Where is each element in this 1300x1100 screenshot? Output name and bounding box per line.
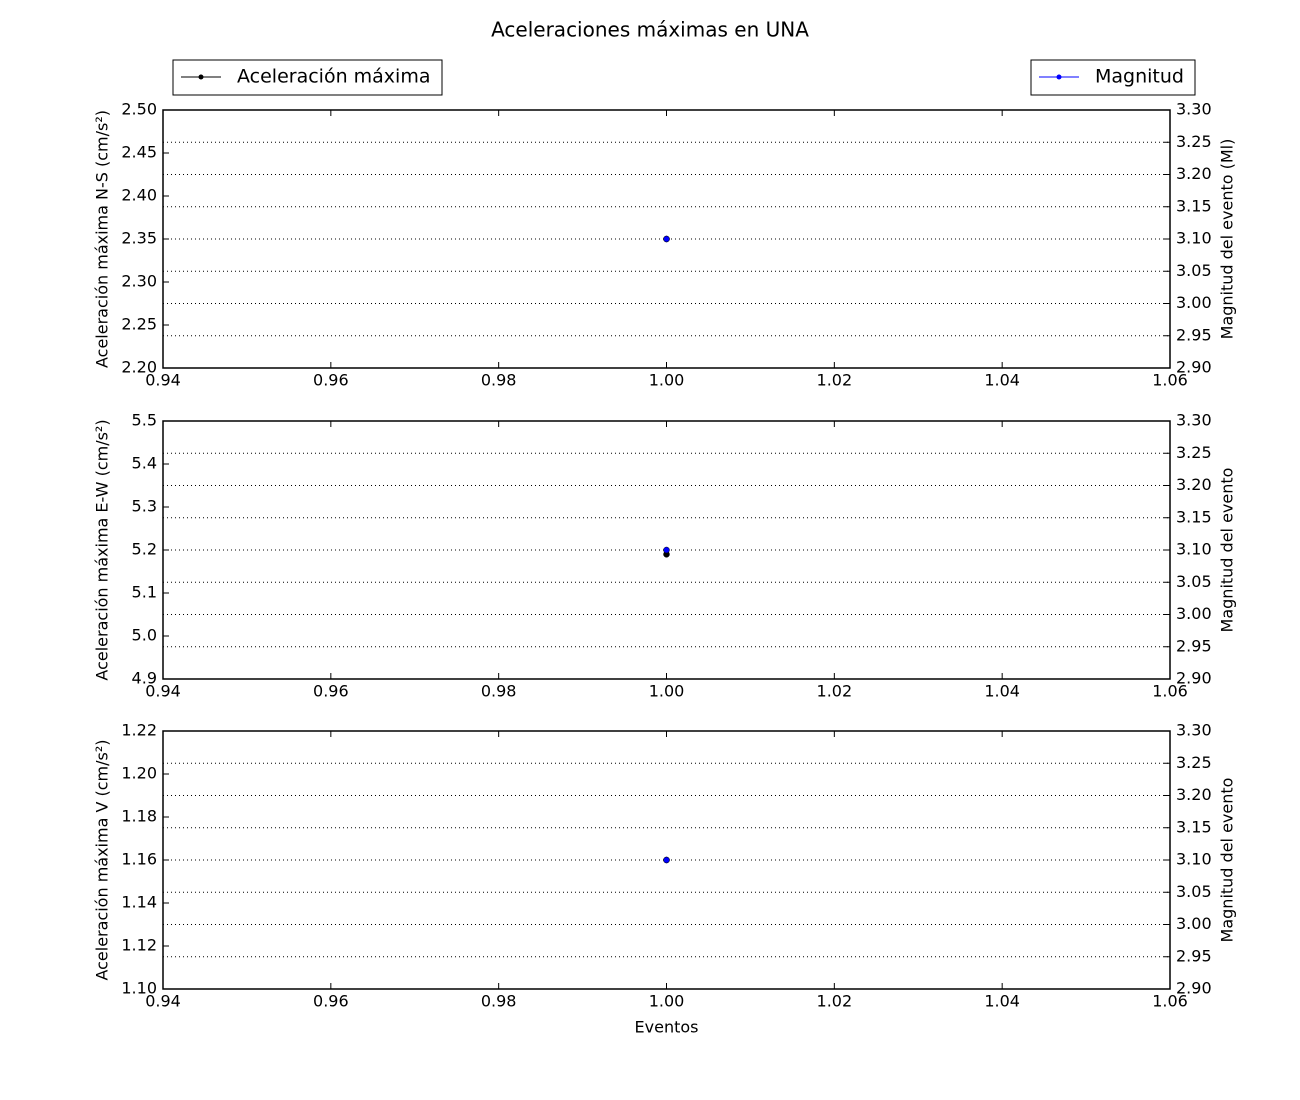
y-tick-label: 2.40	[121, 186, 157, 205]
x-tick-label: 1.04	[984, 992, 1020, 1011]
x-tick-label: 1.02	[817, 682, 853, 701]
y2-tick-label: 3.05	[1176, 572, 1212, 591]
y-tick-label: 5.0	[132, 626, 157, 645]
figure-title: Aceleraciones máximas en UNA	[491, 18, 809, 42]
y-tick-label: 1.22	[121, 721, 157, 740]
legend-marker	[198, 74, 204, 80]
y2-tick-label: 2.90	[1176, 979, 1212, 998]
y-tick-label: 2.45	[121, 143, 157, 162]
y-tick-label: 5.2	[132, 540, 157, 559]
y-tick-label: 5.5	[132, 411, 157, 430]
y2-tick-label: 2.95	[1176, 636, 1212, 655]
y-tick-label: 2.50	[121, 100, 157, 119]
x-tick-label: 0.98	[481, 371, 517, 390]
y2-tick-label: 3.20	[1176, 475, 1212, 494]
y-tick-label: 1.12	[121, 936, 157, 955]
x-tick-label: 0.98	[481, 992, 517, 1011]
x-tick-label: 0.96	[313, 992, 349, 1011]
y-tick-label: 5.1	[132, 583, 157, 602]
y-tick-label: 1.18	[121, 807, 157, 826]
y2-tick-label: 2.90	[1176, 669, 1212, 688]
y-axis-label: Aceleración máxima N-S (cm/s²)	[93, 110, 112, 368]
legend-box	[172, 59, 443, 96]
y2-tick-label: 3.00	[1176, 914, 1212, 933]
y2-tick-label: 3.30	[1176, 411, 1212, 430]
data-point	[663, 546, 670, 554]
y2-tick-label: 3.20	[1176, 164, 1212, 183]
y2-tick-label: 3.00	[1176, 293, 1212, 312]
y-tick-label: 4.9	[132, 669, 157, 688]
y2-axis-label: Magnitud del evento	[1218, 778, 1237, 943]
y-tick-label: 2.30	[121, 272, 157, 291]
y-tick-label: 2.20	[121, 358, 157, 377]
x-tick-label: 1.00	[649, 371, 685, 390]
y2-tick-label: 3.05	[1176, 261, 1212, 280]
legend-marker	[1056, 74, 1062, 80]
y2-tick-label: 3.25	[1176, 443, 1212, 462]
data-point	[663, 856, 670, 864]
x-tick-label: 0.96	[313, 371, 349, 390]
y2-tick-label: 3.25	[1176, 753, 1212, 772]
legend-label: Magnitud	[1095, 66, 1184, 88]
x-tick-label: 0.94	[145, 992, 181, 1011]
y-tick-label: 1.20	[121, 764, 157, 783]
x-tick-label: 0.94	[145, 371, 181, 390]
y2-tick-label: 3.15	[1176, 196, 1212, 215]
x-tick-label: 1.04	[984, 682, 1020, 701]
y2-tick-label: 3.05	[1176, 882, 1212, 901]
y-tick-label: 5.4	[132, 454, 157, 473]
y2-tick-label: 2.95	[1176, 946, 1212, 965]
x-tick-label: 1.02	[817, 371, 853, 390]
x-tick-label: 1.00	[649, 992, 685, 1011]
x-tick-label: 1.06	[1152, 371, 1188, 390]
x-tick-label: 0.96	[313, 682, 349, 701]
plot-frame	[162, 730, 1171, 990]
y2-tick-label: 3.15	[1176, 507, 1212, 526]
y2-tick-label: 3.25	[1176, 132, 1212, 151]
y2-tick-label: 3.00	[1176, 604, 1212, 623]
y2-axis-label: Magnitud del evento (Ml)	[1218, 139, 1237, 340]
y2-tick-label: 2.95	[1176, 325, 1212, 344]
y-tick-label: 5.3	[132, 497, 157, 516]
y2-tick-label: 2.90	[1176, 358, 1212, 377]
y-tick-label: 1.16	[121, 850, 157, 869]
x-tick-label: 1.00	[649, 682, 685, 701]
y-tick-label: 2.25	[121, 315, 157, 334]
y2-tick-label: 3.20	[1176, 785, 1212, 804]
x-tick-label: 0.94	[145, 682, 181, 701]
data-point	[663, 235, 670, 243]
plot-frame	[162, 420, 1171, 680]
y2-axis-label: Magnitud del evento	[1218, 468, 1237, 633]
x-tick-label: 1.04	[984, 371, 1020, 390]
y2-tick-label: 3.30	[1176, 100, 1212, 119]
plot-frame	[162, 109, 1171, 369]
y2-tick-label: 3.10	[1176, 540, 1212, 559]
x-tick-label: 1.06	[1152, 682, 1188, 701]
y-tick-label: 2.35	[121, 229, 157, 248]
y-tick-label: 1.10	[121, 979, 157, 998]
y-axis-label: Aceleración máxima V (cm/s²)	[93, 739, 112, 980]
y-axis-label: Aceleración máxima E-W (cm/s²)	[93, 419, 112, 680]
legend-label: Aceleración máxima	[237, 66, 430, 88]
x-tick-label: 1.06	[1152, 992, 1188, 1011]
x-tick-label: 1.02	[817, 992, 853, 1011]
y2-tick-label: 3.10	[1176, 229, 1212, 248]
y2-tick-label: 3.15	[1176, 817, 1212, 836]
x-axis-label: Eventos	[635, 1018, 699, 1037]
y-tick-label: 1.14	[121, 893, 157, 912]
y2-tick-label: 3.10	[1176, 850, 1212, 869]
x-tick-label: 0.98	[481, 682, 517, 701]
y2-tick-label: 3.30	[1176, 721, 1212, 740]
